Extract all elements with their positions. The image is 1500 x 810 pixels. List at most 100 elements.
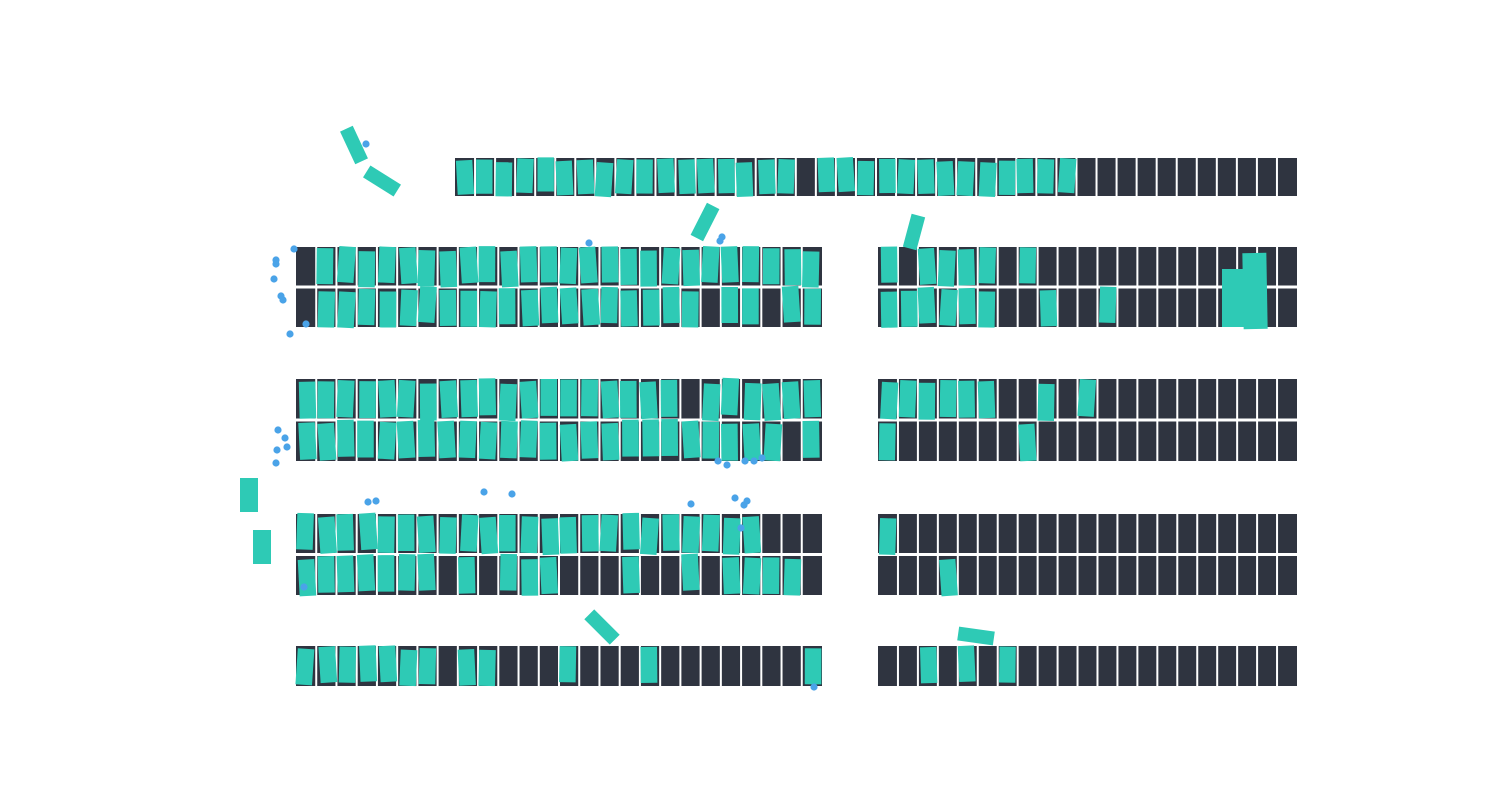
- car: [722, 517, 741, 555]
- car: [978, 291, 996, 328]
- car: [640, 250, 657, 287]
- car: [555, 160, 574, 196]
- car: [594, 162, 614, 198]
- car: [417, 419, 436, 458]
- car: [682, 249, 701, 287]
- car: [1099, 286, 1117, 324]
- car: [519, 420, 538, 458]
- car: [437, 420, 456, 459]
- car: [620, 248, 638, 285]
- car: [358, 251, 376, 288]
- car: [458, 420, 477, 459]
- car: [357, 288, 376, 326]
- car: [1222, 269, 1246, 327]
- car: [642, 419, 660, 457]
- car: [1057, 158, 1077, 194]
- car: [478, 649, 496, 687]
- car: [978, 247, 997, 284]
- car: [879, 158, 896, 194]
- car: [721, 286, 739, 323]
- car: [902, 213, 926, 251]
- car: [581, 288, 601, 326]
- car: [762, 557, 780, 595]
- car: [978, 162, 997, 198]
- car: [377, 555, 395, 592]
- car: [359, 381, 376, 419]
- car: [580, 421, 599, 459]
- car: [735, 162, 754, 197]
- car: [439, 289, 457, 327]
- car: [540, 378, 558, 416]
- car: [622, 419, 639, 457]
- pedestrian: [272, 459, 280, 467]
- car: [455, 159, 475, 195]
- car: [662, 286, 680, 324]
- car: [337, 291, 356, 329]
- car: [919, 646, 938, 684]
- car: [957, 645, 976, 683]
- car: [340, 125, 368, 165]
- car: [396, 420, 416, 459]
- car: [460, 290, 478, 327]
- car: [619, 380, 637, 418]
- car: [559, 423, 579, 462]
- car: [681, 291, 699, 328]
- pedestrian: [718, 233, 726, 241]
- pedestrian: [723, 461, 731, 469]
- cars-layer: [240, 125, 1268, 687]
- car: [398, 553, 416, 591]
- car: [897, 159, 916, 195]
- pedestrian: [364, 498, 372, 506]
- car: [742, 423, 762, 461]
- car: [720, 246, 739, 283]
- car: [439, 517, 457, 554]
- car: [540, 286, 559, 324]
- car: [317, 556, 335, 593]
- car: [540, 246, 558, 283]
- car: [898, 380, 917, 418]
- pedestrian: [274, 426, 282, 434]
- car: [356, 554, 376, 592]
- car: [998, 646, 1016, 683]
- car: [937, 249, 956, 287]
- car: [817, 157, 836, 193]
- car: [918, 382, 936, 420]
- car: [661, 247, 681, 285]
- car: [640, 646, 658, 683]
- pedestrian: [362, 140, 370, 148]
- car: [781, 285, 801, 323]
- car: [498, 288, 516, 325]
- pedestrian: [731, 494, 739, 502]
- car: [457, 649, 476, 686]
- car: [857, 160, 875, 196]
- car: [240, 478, 258, 512]
- car: [559, 287, 579, 325]
- car: [958, 287, 976, 325]
- car: [336, 380, 355, 418]
- car: [316, 248, 334, 285]
- car: [701, 514, 720, 552]
- car: [917, 286, 936, 324]
- car: [917, 159, 935, 194]
- car: [1018, 423, 1037, 462]
- car: [520, 289, 540, 327]
- car: [537, 157, 554, 192]
- car: [298, 422, 317, 460]
- car: [639, 381, 658, 420]
- car: [363, 165, 401, 197]
- car: [478, 246, 496, 283]
- car: [622, 556, 640, 594]
- car: [317, 422, 337, 461]
- pedestrian: [372, 497, 380, 505]
- car: [662, 514, 680, 551]
- car: [519, 380, 539, 419]
- car: [600, 380, 620, 419]
- car: [639, 517, 659, 555]
- pedestrian: [286, 330, 294, 338]
- car: [936, 160, 955, 196]
- car: [678, 159, 696, 195]
- car: [880, 246, 898, 283]
- car: [804, 648, 822, 685]
- car: [742, 557, 762, 595]
- pedestrian: [279, 296, 287, 304]
